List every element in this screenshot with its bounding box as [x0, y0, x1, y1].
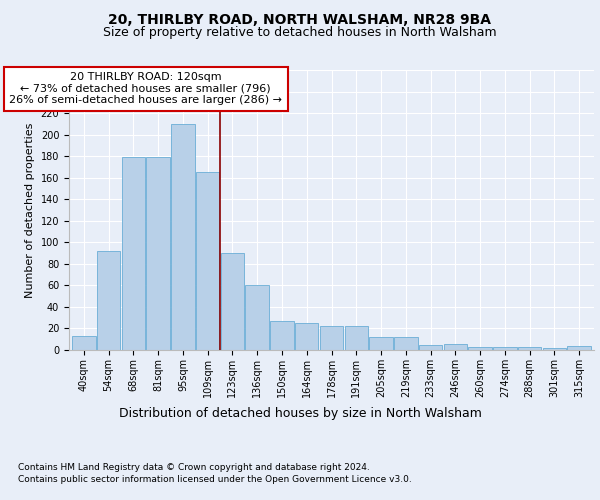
Bar [469, 347, 492, 350]
Bar [270, 321, 294, 350]
Text: Distribution of detached houses by size in North Walsham: Distribution of detached houses by size … [119, 408, 481, 420]
Text: 20 THIRLBY ROAD: 120sqm
← 73% of detached houses are smaller (796)
26% of semi-d: 20 THIRLBY ROAD: 120sqm ← 73% of detache… [9, 72, 282, 106]
Bar [122, 157, 145, 350]
Bar [344, 326, 368, 350]
Bar [72, 336, 95, 350]
Bar [97, 251, 121, 350]
Bar [419, 344, 442, 350]
Y-axis label: Number of detached properties: Number of detached properties [25, 122, 35, 298]
Bar [196, 172, 220, 350]
Bar [542, 348, 566, 350]
Bar [518, 347, 541, 350]
Text: Contains HM Land Registry data © Crown copyright and database right 2024.: Contains HM Land Registry data © Crown c… [18, 462, 370, 471]
Bar [320, 326, 343, 350]
Text: Contains public sector information licensed under the Open Government Licence v3: Contains public sector information licen… [18, 475, 412, 484]
Bar [295, 323, 319, 350]
Bar [221, 253, 244, 350]
Bar [245, 286, 269, 350]
Text: Size of property relative to detached houses in North Walsham: Size of property relative to detached ho… [103, 26, 497, 39]
Text: 20, THIRLBY ROAD, NORTH WALSHAM, NR28 9BA: 20, THIRLBY ROAD, NORTH WALSHAM, NR28 9B… [109, 12, 491, 26]
Bar [171, 124, 194, 350]
Bar [369, 337, 393, 350]
Bar [443, 344, 467, 350]
Bar [146, 157, 170, 350]
Bar [493, 347, 517, 350]
Bar [568, 346, 591, 350]
Bar [394, 337, 418, 350]
